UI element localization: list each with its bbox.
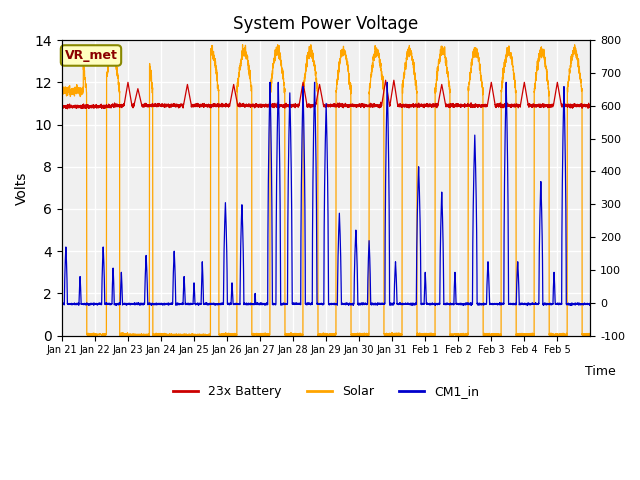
Title: System Power Voltage: System Power Voltage: [234, 15, 419, 33]
X-axis label: Time: Time: [586, 365, 616, 378]
Text: VR_met: VR_met: [65, 49, 117, 62]
Legend: 23x Battery, Solar, CM1_in: 23x Battery, Solar, CM1_in: [168, 380, 484, 403]
Y-axis label: Volts: Volts: [15, 171, 29, 204]
